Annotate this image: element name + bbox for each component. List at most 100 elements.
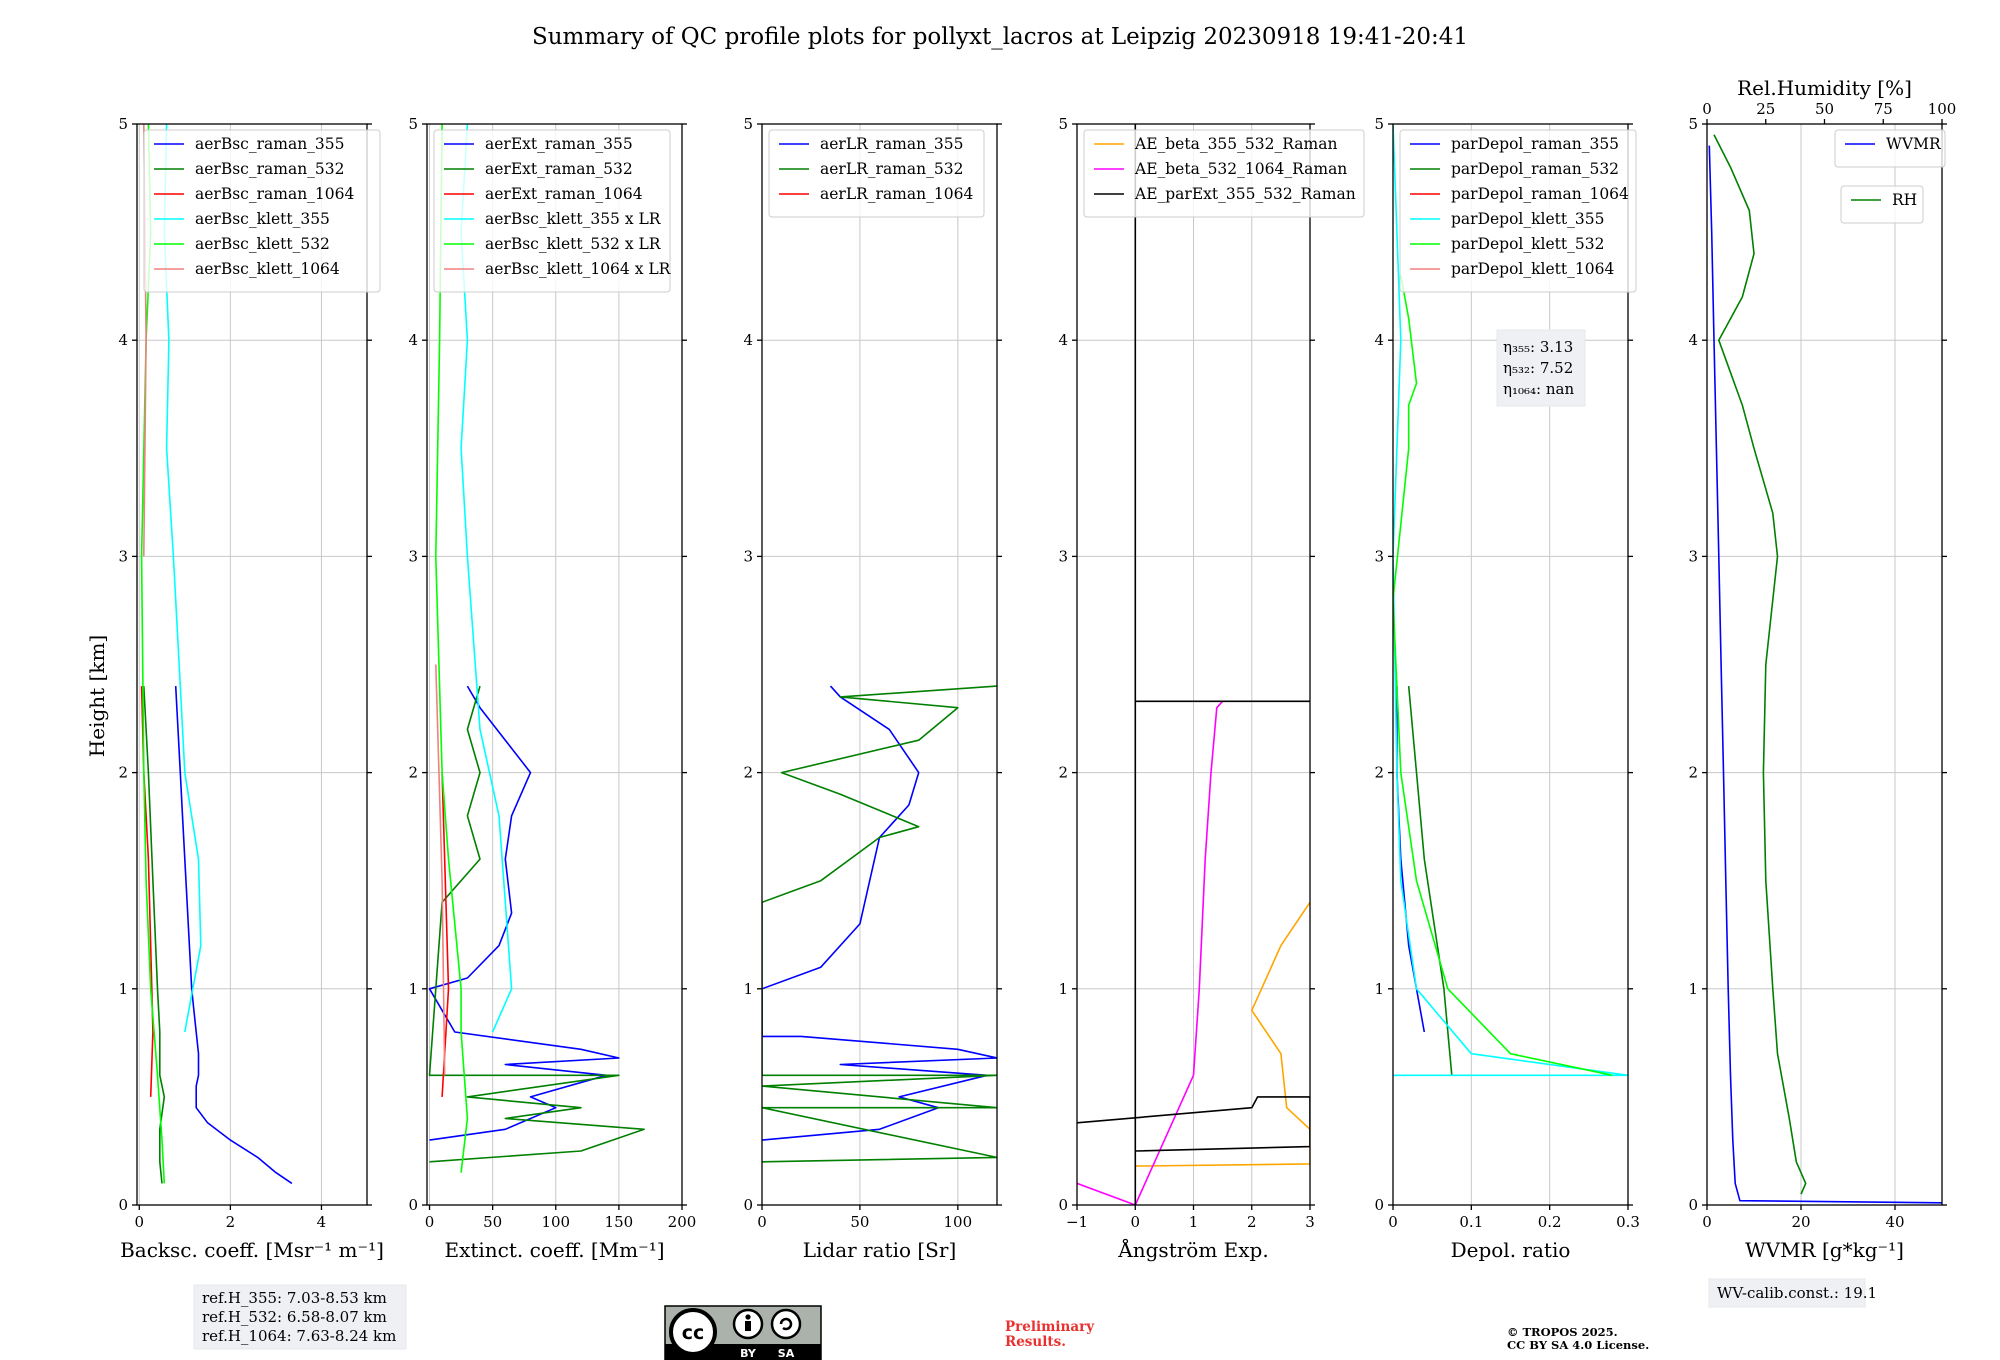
x-tick-label: 3 xyxy=(1305,1213,1315,1231)
series-line-parDepol_klett_532 xyxy=(1393,275,1613,1077)
y-tick-label: 2 xyxy=(1374,764,1384,782)
y-tick-label: 1 xyxy=(1058,980,1068,998)
x-tick-label: 150 xyxy=(605,1213,634,1231)
legend-label: aerExt_raman_355 xyxy=(485,135,633,153)
legend-frame xyxy=(143,129,381,293)
series-line-aerExt_raman_532 xyxy=(428,685,645,1163)
legend-label: aerBsc_raman_355 xyxy=(195,135,345,153)
y-tick-label: 5 xyxy=(118,115,128,133)
legend-label: RH xyxy=(1892,191,1917,209)
eta-annotation: η₃₅₅: 3.13 η₅₃₂: 7.52 η₁₀₆₄: nan xyxy=(1496,329,1586,407)
y-tick-label: 5 xyxy=(743,115,753,133)
x-axis-label: Extinct. coeff. [Mm⁻¹] xyxy=(444,1238,664,1262)
panel-5: 0 1 2 3 4 5 0 0.1 0.2 0.3 Depol. ratio parDepol_ram… xyxy=(1374,115,1639,1262)
series-line-AE_parExt_355_532_Raman xyxy=(1077,124,1310,1205)
x-tick-label: 2 xyxy=(226,1213,236,1231)
x-axis-label: Backsc. coeff. [Msr⁻¹ m⁻¹] xyxy=(120,1238,384,1262)
x-tick-label: 20 xyxy=(1791,1213,1810,1231)
cc-logo-text: cc xyxy=(682,1322,705,1344)
ref-height-1064: ref.H_1064: 7.63-8.24 km xyxy=(202,1327,396,1345)
y-tick-label: 4 xyxy=(118,331,128,349)
legend-frame xyxy=(1834,129,1946,168)
axes-frame xyxy=(136,123,368,1206)
legend-label: WVMR xyxy=(1886,135,1942,153)
series-line-aerLR_raman_532 xyxy=(762,685,997,1163)
x-top-tick-label: 100 xyxy=(1928,100,1957,118)
legend-2: RH xyxy=(1840,185,1924,224)
ref-height-532: ref.H_532: 6.58-8.07 km xyxy=(202,1308,387,1326)
preliminary-line-2: Results. xyxy=(1005,1334,1066,1350)
x-axis-label: Ångström Exp. xyxy=(1117,1237,1268,1262)
license-by: BY xyxy=(740,1347,757,1360)
x-tick-label: −1 xyxy=(1066,1213,1088,1231)
x-top-axis-label: Rel.Humidity [%] xyxy=(1737,76,1912,100)
y-tick-label: 0 xyxy=(1058,1196,1068,1214)
series-group xyxy=(1393,124,1628,1077)
y-tick-label: 5 xyxy=(1688,115,1698,133)
x-axis-label: WVMR [g*kg⁻¹] xyxy=(1745,1238,1904,1262)
legend-label: aerLR_raman_532 xyxy=(820,160,963,178)
x-tick-label: 100 xyxy=(944,1213,973,1231)
y-tick-label: 2 xyxy=(408,764,418,782)
legend-label: parDepol_raman_532 xyxy=(1451,160,1619,178)
legend-label: parDepol_klett_355 xyxy=(1451,210,1604,228)
x-top-tick-label: 25 xyxy=(1756,100,1775,118)
y-tick-label: 3 xyxy=(408,547,418,565)
y-tick-label: 3 xyxy=(1058,547,1068,565)
eta-value: η₃₅₅: 3.13 xyxy=(1503,338,1573,356)
x-tick-label: 0.1 xyxy=(1459,1213,1483,1231)
y-tick-label: 4 xyxy=(1374,331,1384,349)
legend-frame xyxy=(433,129,671,293)
axes-frame xyxy=(761,123,998,1206)
legend-label: aerBsc_klett_1064 xyxy=(195,260,340,278)
series-line-parDepol_raman_355 xyxy=(1396,686,1426,1033)
legend-label: AE_beta_355_532_Raman xyxy=(1134,135,1337,153)
copyright-line-1: © TROPOS 2025. xyxy=(1507,1325,1618,1339)
x-tick-label: 0.3 xyxy=(1616,1213,1640,1231)
y-tick-label: 4 xyxy=(743,331,753,349)
y-tick-label: 3 xyxy=(118,547,128,565)
legend-label: aerBsc_klett_355 xyxy=(195,210,330,228)
y-tick-label: 0 xyxy=(118,1196,128,1214)
series-line-aerLR_raman_355 xyxy=(762,685,997,1141)
series-line-parDepol_raman_532 xyxy=(1407,686,1453,1076)
wv-calib-value: WV-calib.const.: 19.1 xyxy=(1717,1284,1877,1302)
x-tick-label: 4 xyxy=(317,1213,327,1231)
y-tick-label: 3 xyxy=(1374,547,1384,565)
legend-label: AE_parExt_355_532_Raman xyxy=(1134,185,1356,203)
legend-label: parDepol_klett_532 xyxy=(1451,235,1604,253)
x-axis-label: Lidar ratio [Sr] xyxy=(803,1238,957,1262)
license-sa: SA xyxy=(778,1347,795,1360)
series-group xyxy=(762,685,997,1163)
y-tick-label: 5 xyxy=(1058,115,1068,133)
y-tick-label: 0 xyxy=(1688,1196,1698,1214)
y-tick-label: 2 xyxy=(743,764,753,782)
eta-value: η₅₃₂: 7.52 xyxy=(1503,359,1573,377)
y-tick-label: 1 xyxy=(743,980,753,998)
series-line-WVMR xyxy=(1708,145,1942,1204)
legend: AE_beta_355_532_Raman AE_beta_532_1064_Ra… xyxy=(1083,129,1365,218)
legend: WVMR xyxy=(1834,129,1946,168)
annotation-box xyxy=(1496,329,1586,407)
ref-height-box: ref.H_355: 7.03-8.53 km ref.H_532: 6.58-… xyxy=(193,1284,407,1350)
ref-height-355: ref.H_355: 7.03-8.53 km xyxy=(202,1289,387,1307)
legend-label: parDepol_raman_1064 xyxy=(1451,185,1629,203)
y-tick-label: 3 xyxy=(743,547,753,565)
y-tick-label: 5 xyxy=(1374,115,1384,133)
x-top-tick-label: 75 xyxy=(1874,100,1893,118)
series-line-aerBsc_raman_355 xyxy=(174,686,293,1185)
series-group xyxy=(1077,124,1310,1205)
x-tick-label: 1 xyxy=(1189,1213,1199,1231)
x-tick-label: 50 xyxy=(483,1213,502,1231)
series-line-aerBsc_klett_355 x LR xyxy=(460,124,513,1033)
series-line-aerBsc_raman_532 xyxy=(143,686,166,1184)
x-axis-label: Depol. ratio xyxy=(1451,1238,1571,1262)
legend-label: parDepol_klett_1064 xyxy=(1451,260,1614,278)
legend-frame xyxy=(1083,129,1365,218)
legend-frame xyxy=(1840,185,1924,224)
legend: parDepol_raman_355 parDepol_raman_532 parD… xyxy=(1399,129,1637,293)
y-tick-label: 1 xyxy=(1688,980,1698,998)
